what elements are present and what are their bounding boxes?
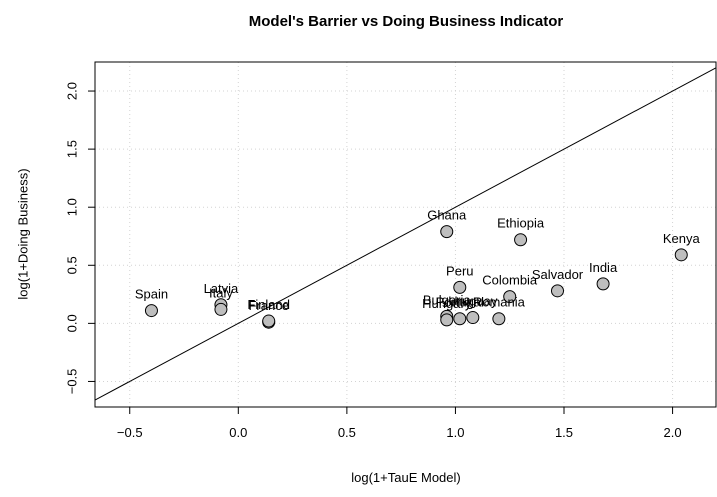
point bbox=[262, 314, 276, 328]
chart-title: Model's Barrier vs Doing Business Indica… bbox=[249, 13, 564, 30]
plot-frame bbox=[94, 61, 717, 408]
y-tick-label: 0.0 bbox=[64, 314, 79, 332]
point bbox=[466, 311, 480, 325]
point-label: Colombia bbox=[482, 273, 538, 288]
point-label: Spain bbox=[135, 287, 168, 302]
point-label: France bbox=[248, 298, 288, 313]
reference-line bbox=[95, 67, 716, 401]
point-label: Latvia bbox=[204, 281, 239, 296]
y-tick-label: −0.5 bbox=[64, 369, 79, 395]
x-axis-label: log(1+TauE Model) bbox=[351, 470, 460, 485]
point-label: Uruguay bbox=[448, 294, 498, 309]
y-tick-label: 1.0 bbox=[64, 198, 79, 216]
x-tick-label: 1.0 bbox=[446, 425, 464, 440]
point-label: Salvador bbox=[532, 267, 584, 282]
point bbox=[453, 312, 467, 326]
x-tick-label: 2.0 bbox=[664, 425, 682, 440]
y-tick-label: 0.5 bbox=[64, 256, 79, 274]
x-tick-label: 0.5 bbox=[338, 425, 356, 440]
point bbox=[492, 312, 506, 326]
point-label: Bulgaria bbox=[423, 292, 471, 307]
point-label: Ethiopia bbox=[497, 216, 545, 231]
y-tick-label: 2.0 bbox=[64, 82, 79, 100]
point-label: India bbox=[589, 260, 618, 275]
point bbox=[514, 233, 528, 247]
point bbox=[453, 280, 467, 294]
point-label: Hungary bbox=[422, 296, 472, 311]
point-label: Romania bbox=[473, 295, 526, 310]
point-label: Finland bbox=[247, 297, 290, 312]
point bbox=[214, 302, 228, 316]
point bbox=[503, 290, 517, 304]
y-axis-label: log(1+Doing Business) bbox=[15, 168, 30, 299]
x-tick-label: 0.0 bbox=[229, 425, 247, 440]
point bbox=[440, 313, 454, 327]
point bbox=[596, 277, 610, 291]
point-label: Ghana bbox=[427, 208, 467, 223]
x-tick-label: 1.5 bbox=[555, 425, 573, 440]
point bbox=[440, 225, 454, 239]
point-label: Kenya bbox=[663, 231, 701, 246]
y-tick-label: 1.5 bbox=[64, 140, 79, 158]
point-label: Peru bbox=[446, 263, 473, 278]
point bbox=[674, 248, 688, 262]
point bbox=[550, 284, 564, 298]
point-label: Italy bbox=[209, 285, 233, 300]
point-label: Portugal bbox=[436, 295, 485, 310]
point bbox=[144, 304, 158, 318]
x-tick-label: −0.5 bbox=[117, 425, 143, 440]
